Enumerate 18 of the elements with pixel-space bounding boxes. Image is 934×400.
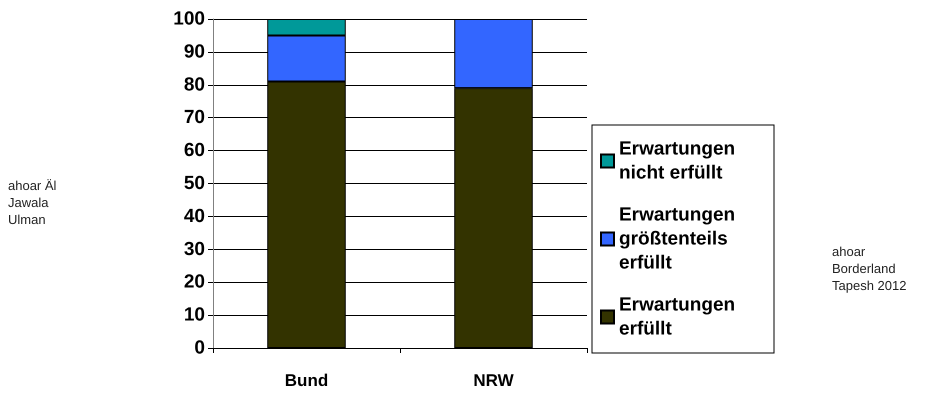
- y-tick-label: 60: [184, 140, 205, 162]
- x-tick-label: NRW: [473, 371, 515, 390]
- y-tick-label: 50: [184, 173, 205, 194]
- y-tick-label: 90: [184, 41, 205, 62]
- y-tick-label: 70: [184, 107, 205, 128]
- y-tick-label: 80: [184, 74, 205, 96]
- legend-label: Erwartungen nicht erfüllt: [619, 138, 740, 184]
- y-tick-label: 30: [184, 238, 205, 260]
- legend-label: Erwartungen größtenteils erfüllt: [619, 204, 740, 274]
- legend-label: Erwartungen erfüllt: [619, 294, 740, 340]
- y-tick-label: 0: [194, 338, 205, 358]
- y-tick-label: 100: [173, 8, 205, 30]
- text: ahoar Äl Jawala Ulman: [8, 177, 58, 228]
- y-tick-label: 40: [184, 206, 205, 227]
- y-tick-label: 10: [184, 304, 205, 326]
- text: ahoar Borderland Tapesh 2012: [832, 243, 908, 294]
- y-tick-label: 20: [184, 272, 205, 293]
- x-tick-label: Bund: [284, 371, 328, 390]
